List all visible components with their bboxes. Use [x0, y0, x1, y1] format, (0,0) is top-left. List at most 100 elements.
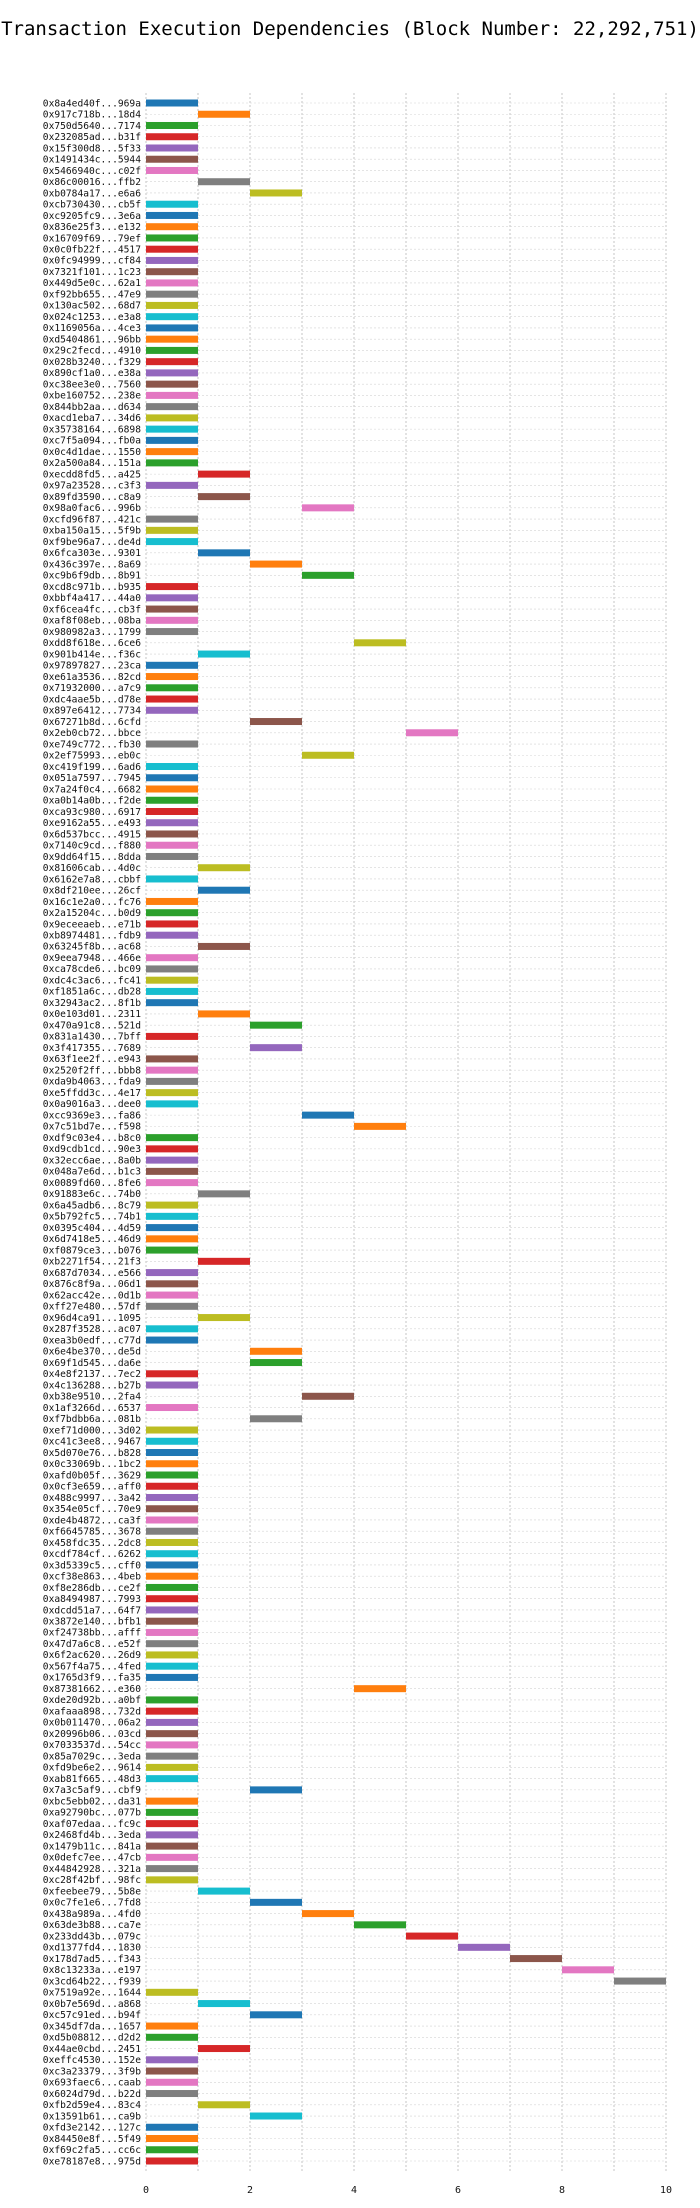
- dependency-bar: [146, 1325, 198, 1333]
- dependency-bar: [146, 1032, 198, 1040]
- y-tick-label: 0x1491434c...5944: [43, 155, 141, 166]
- y-tick-label: 0x354e05cf...70e9: [43, 1504, 141, 1515]
- y-tick-label: 0xbe160752...238e: [43, 391, 141, 402]
- dependency-bar: [198, 470, 250, 478]
- y-tick-label: 0x5b792fc5...74b1: [43, 1212, 141, 1223]
- y-tick-label: 0x96d4ca91...1095: [43, 1313, 141, 1324]
- y-tick-label: 0xfb2d59e4...83c4: [43, 2100, 141, 2111]
- dependency-bar: [250, 1044, 302, 1052]
- dependency-bar: [354, 1685, 406, 1693]
- y-tick-label: 0xfd3e2142...127c: [43, 2123, 141, 2134]
- y-tick-label: 0x0c0fb22f...4517: [43, 244, 141, 255]
- dependency-bar: [146, 852, 198, 860]
- dependency-bar: [146, 1595, 198, 1603]
- dependency-bar: [146, 673, 198, 681]
- dependency-bar: [198, 2101, 250, 2109]
- dependency-bar: [146, 1696, 198, 1704]
- y-tick-label: 0xde4b4872...ca3f: [43, 1515, 141, 1526]
- dependency-bar: [146, 1617, 198, 1625]
- dependency-bar: [146, 987, 198, 995]
- y-tick-label: 0xcf38e863...4beb: [43, 1572, 141, 1583]
- y-tick-label: 0x44ae0cbd...2451: [43, 2044, 141, 2055]
- y-tick-label: 0x89fd3590...c8a9: [43, 492, 141, 503]
- dependency-bar: [198, 493, 250, 501]
- y-tick-label: 0x3f417355...7689: [43, 1043, 141, 1054]
- y-tick-label: 0x16709f69...79ef: [43, 233, 141, 244]
- dependency-bar: [146, 594, 198, 602]
- dependency-bar: [146, 1246, 198, 1254]
- y-tick-label: 0x1765d3f9...fa35: [43, 1673, 141, 1684]
- y-tick-label: 0x178d7ad5...f343: [43, 1954, 141, 1965]
- chart-title: Transaction Execution Dependencies (Bloc…: [1, 18, 699, 40]
- dependency-bar: [146, 166, 198, 174]
- y-tick-label: 0x0defc7ee...47cb: [43, 1853, 141, 1864]
- y-tick-label: 0x6fca303e...9301: [43, 548, 141, 559]
- dependency-bar: [146, 1291, 198, 1299]
- y-tick-label: 0x130ac502...68d7: [43, 301, 141, 312]
- dependency-bar: [146, 1775, 198, 1783]
- dependency-bar: [146, 1055, 198, 1063]
- dependency-bar: [146, 380, 198, 388]
- dependency-bar: [146, 1269, 198, 1277]
- dependency-bar: [302, 1910, 354, 1918]
- dependency-bar: [354, 1122, 406, 1130]
- dependency-bar: [146, 223, 198, 231]
- dependency-bar: [198, 886, 250, 894]
- dependency-bar: [146, 1763, 198, 1771]
- y-tick-label: 0x2a15204c...b0d9: [43, 908, 141, 919]
- dependency-bar: [146, 909, 198, 917]
- dependency-bar: [562, 1966, 614, 1974]
- y-tick-label: 0x5466940c...c02f: [43, 166, 141, 177]
- y-tick-label: 0x35738164...6898: [43, 424, 141, 435]
- y-tick-label: 0x917c718b...18d4: [43, 110, 141, 121]
- y-tick-label: 0xd1377fd4...1830: [43, 1943, 141, 1954]
- y-tick-label: 0xc9205fc9...3e6a: [43, 211, 141, 222]
- y-tick-label: 0xc419f199...6ad6: [43, 762, 141, 773]
- y-tick-label: 0xca93c980...6917: [43, 807, 141, 818]
- y-tick-label: 0xea3b0edf...c77d: [43, 1335, 141, 1346]
- y-tick-label: 0xd5b08812...d2d2: [43, 2033, 141, 2044]
- y-tick-label: 0xc9b6f9db...8b91: [43, 571, 141, 582]
- dependency-bar: [146, 763, 198, 771]
- dependency-bar: [146, 1583, 198, 1591]
- dependency-bar: [146, 1876, 198, 1884]
- dependency-bar: [198, 864, 250, 872]
- dependency-bar: [146, 1842, 198, 1850]
- dependency-bar: [146, 1280, 198, 1288]
- y-tick-label: 0x232085ad...b31f: [43, 132, 141, 143]
- dependency-bar: [146, 1707, 198, 1715]
- dependency-bar: [146, 1437, 198, 1445]
- y-tick-label: 0x750d5640...7174: [43, 121, 141, 132]
- dependency-bar: [302, 571, 354, 579]
- dependency-bar: [146, 1752, 198, 1760]
- y-tick-label: 0x028b3240...f329: [43, 357, 141, 368]
- y-tick-label: 0x7519a92e...1644: [43, 1988, 141, 1999]
- y-tick-label: 0x0089fd60...8fe6: [43, 1178, 141, 1189]
- dependency-bar: [146, 1651, 198, 1659]
- y-tick-label: 0xcfd96f87...421c: [43, 514, 141, 525]
- dependency-bar: [406, 729, 458, 737]
- y-tick-label: 0x345df7da...1657: [43, 2021, 141, 2032]
- y-tick-label: 0x436c397e...8a69: [43, 559, 141, 570]
- y-tick-label: 0x0c33069b...1bc2: [43, 1459, 141, 1470]
- dependency-bar: [146, 2022, 198, 2030]
- y-tick-label: 0x488c9997...3a42: [43, 1493, 141, 1504]
- dependency-bar: [146, 1865, 198, 1873]
- dependency-bar: [146, 920, 198, 928]
- dependency-bar: [146, 1662, 198, 1670]
- x-tick-label: 10: [660, 2185, 672, 2196]
- dependency-bar: [146, 954, 198, 962]
- y-tick-label: 0xf6cea4fc...cb3f: [43, 604, 141, 615]
- dependency-bar: [146, 256, 198, 264]
- dependency-bar: [146, 538, 198, 546]
- dependency-bar: [146, 245, 198, 253]
- y-tick-label: 0x6e4be370...de5d: [43, 1347, 141, 1358]
- dependency-bar: [146, 1212, 198, 1220]
- y-tick-label: 0xf8e286db...ce2f: [43, 1583, 141, 1594]
- y-tick-label: 0x3d5339c5...cff0: [43, 1560, 141, 1571]
- dependency-bar: [250, 1415, 302, 1423]
- dependency-bar: [146, 155, 198, 163]
- dependency-bar: [146, 628, 198, 636]
- y-tick-label: 0xff27e480...57df: [43, 1302, 141, 1313]
- x-tick-label: 4: [351, 2185, 357, 2196]
